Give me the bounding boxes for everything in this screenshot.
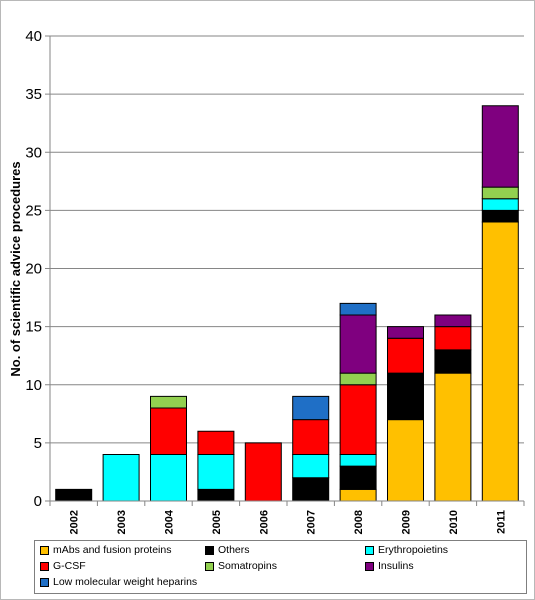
y-tick-label: 15 [25, 319, 42, 336]
legend-label: Others [218, 544, 250, 556]
x-tick-label: 2010 [448, 510, 460, 534]
legend-item: Erythropoietins [365, 544, 448, 556]
bar-segment [434, 314, 472, 328]
bar-segment [244, 442, 282, 502]
bar-segment [481, 221, 519, 502]
bar-segment [481, 198, 519, 211]
y-tick-label: 40 [25, 28, 42, 45]
bar-segment [339, 465, 377, 490]
bar-segment [150, 395, 187, 409]
gridlines [50, 35, 524, 444]
legend-swatch [40, 545, 49, 555]
y-tick-label: 20 [25, 261, 42, 278]
bar-segment [292, 419, 330, 455]
legend-label: G-CSF [53, 560, 86, 572]
legend-label: Insulins [378, 560, 414, 572]
bar-segment [197, 430, 235, 455]
bar-segment [481, 209, 519, 223]
bar-segment [434, 349, 472, 374]
legend-item: Insulins [365, 560, 414, 572]
bar-segment [150, 407, 187, 455]
x-tick-label: 2005 [211, 510, 223, 534]
bar-segment [339, 454, 377, 467]
x-tick-label: 2009 [401, 510, 413, 534]
bar-segment [197, 454, 235, 490]
bar-segment [387, 419, 424, 502]
bars [55, 105, 519, 502]
legend-item: Others [205, 544, 250, 556]
y-tick-label: 5 [34, 435, 42, 452]
bar-segment [197, 488, 235, 502]
bar-segment [339, 384, 377, 455]
x-tick-label: 2004 [164, 509, 176, 534]
legend-label: Somatropins [218, 560, 277, 572]
legend-label: Erythropoietins [378, 544, 449, 556]
legend-item: Low molecular weight heparins [40, 576, 197, 588]
y-tick-label: 10 [25, 377, 42, 394]
legend-swatch [365, 561, 374, 571]
bar-segment [339, 314, 377, 374]
legend-swatch [205, 545, 214, 555]
bar-segment [387, 326, 424, 339]
legend-item: mAbs and fusion proteins [40, 544, 171, 556]
bar-segment [150, 454, 187, 502]
x-tick-label: 2006 [258, 510, 270, 534]
legend-label: Low molecular weight heparins [53, 576, 198, 588]
x-tick-label: 2002 [69, 510, 81, 534]
bar-segment [339, 372, 377, 386]
bar-segment [55, 488, 93, 502]
legend-label: mAbs and fusion proteins [53, 544, 172, 556]
y-axis-label: No. of scientific advice procedures [8, 161, 23, 376]
bar-segment [481, 105, 519, 188]
bar-segment [339, 488, 377, 502]
legend-item: G-CSF [40, 560, 86, 572]
bar-segment [292, 477, 330, 502]
y-tick-label: 25 [25, 202, 42, 219]
x-tick-label: 2003 [116, 510, 128, 534]
legend-swatch [40, 561, 49, 571]
legend-swatch [365, 545, 374, 555]
bar-segment [434, 372, 472, 502]
legend-item: Somatropins [205, 560, 277, 572]
bar-segment [339, 302, 377, 316]
bar-segment [481, 186, 519, 200]
y-tick-label: 35 [25, 86, 42, 103]
x-tick-label: 2007 [306, 510, 318, 534]
legend: mAbs and fusion proteins Others Erythropoi… [34, 540, 527, 594]
legend-swatch [205, 561, 214, 571]
bar-segment [434, 326, 472, 351]
bar-segment [292, 395, 330, 421]
x-tick-label: 2011 [495, 510, 507, 534]
bar-segment [102, 454, 140, 502]
y-tick-label: 0 [34, 493, 42, 510]
bar-segment [387, 337, 424, 374]
bar-segment [292, 454, 330, 479]
legend-swatch [40, 577, 49, 587]
x-tick-label: 2008 [353, 510, 365, 534]
bar-segment [387, 372, 424, 421]
axes: 0 5 10 15 20 25 30 35 40 2002 2003 2004 2005 2006 2007… [25, 28, 525, 534]
y-tick-label: 30 [25, 144, 42, 161]
